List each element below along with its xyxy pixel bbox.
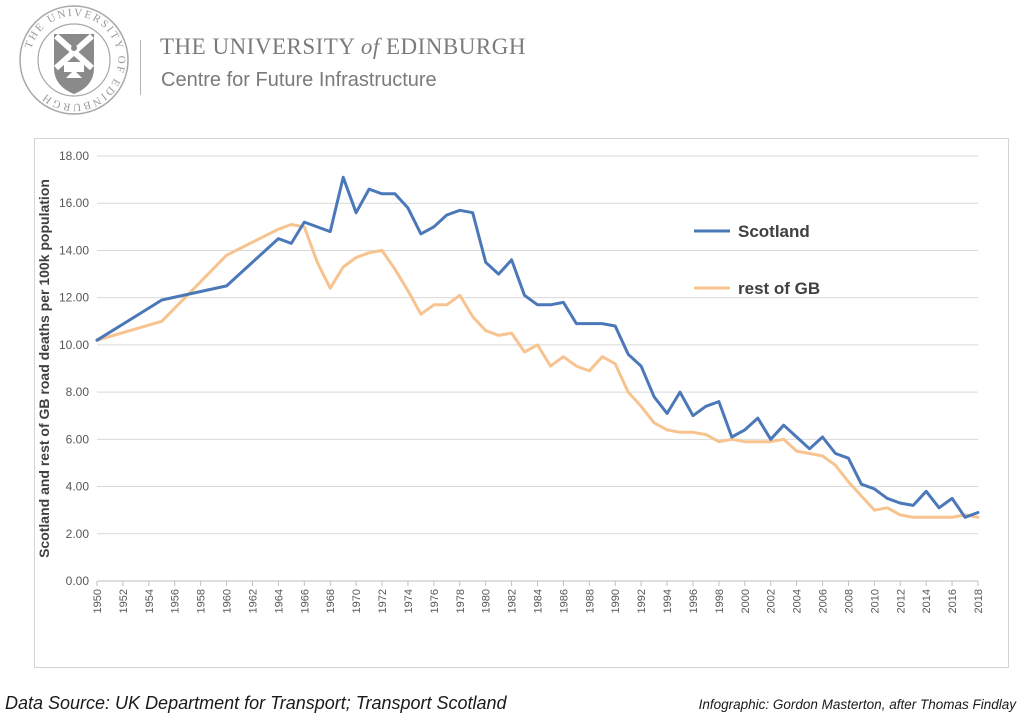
data-source-note: Data Source: UK Department for Transport… bbox=[5, 693, 507, 713]
x-tick-label: 1962 bbox=[247, 589, 259, 613]
x-tick-label: 1964 bbox=[273, 589, 285, 613]
x-tick-label: 1998 bbox=[714, 589, 726, 613]
x-tick-label: 2018 bbox=[973, 589, 985, 613]
x-tick-label: 2008 bbox=[843, 589, 855, 613]
y-tick-label: 0.00 bbox=[66, 574, 90, 588]
series-line-rest-of-gb bbox=[95, 223, 980, 519]
y-tick-label: 18.00 bbox=[59, 149, 89, 163]
series-line-scotland bbox=[95, 175, 980, 519]
x-tick-label: 1952 bbox=[118, 589, 130, 613]
x-tick-label: 1996 bbox=[688, 589, 700, 613]
university-name-prefix: THE UNIVERSITY bbox=[160, 34, 355, 59]
y-tick-label: 4.00 bbox=[66, 480, 90, 494]
y-tick-label: 14.00 bbox=[59, 243, 89, 257]
x-tick-label: 1980 bbox=[481, 589, 493, 613]
x-tick-label: 1972 bbox=[377, 589, 389, 613]
x-tick-label: 1984 bbox=[533, 589, 545, 613]
y-tick-label: 10.00 bbox=[59, 338, 89, 352]
infographic-credit: Infographic: Gordon Masterton, after Tho… bbox=[698, 697, 1016, 712]
x-tick-label: 2002 bbox=[766, 589, 778, 613]
x-tick-label: 1986 bbox=[558, 589, 570, 613]
university-name-of: of bbox=[360, 34, 380, 59]
y-tick-label: 6.00 bbox=[66, 432, 90, 446]
x-tick-label: 1958 bbox=[196, 589, 208, 613]
x-tick-label: 1960 bbox=[222, 589, 234, 613]
legend-label: rest of GB bbox=[738, 279, 820, 298]
university-seal-logo: THE UNIVERSITY OF EDINBURGH bbox=[19, 5, 129, 115]
university-name-suffix: EDINBURGH bbox=[385, 34, 526, 59]
x-tick-label: 1988 bbox=[584, 589, 596, 613]
line-chart: 0.00 2.00 4.00 6.00 8.00 10.00 12.00 14.00 16.00… bbox=[36, 149, 985, 613]
header-divider bbox=[140, 40, 141, 95]
y-tick-label: 16.00 bbox=[59, 196, 89, 210]
legend-label: Scotland bbox=[738, 222, 810, 241]
x-tick-label: 1974 bbox=[403, 589, 415, 613]
y-tick-label: 12.00 bbox=[59, 291, 89, 305]
x-tick-label: 2010 bbox=[869, 589, 881, 613]
x-tick-label: 2012 bbox=[895, 589, 907, 613]
x-tick-label: 1956 bbox=[170, 589, 182, 613]
x-tick-label: 1992 bbox=[636, 589, 648, 613]
x-tick-label: 1968 bbox=[325, 589, 337, 613]
x-tick-label: 1978 bbox=[455, 589, 467, 613]
x-tick-label: 2014 bbox=[921, 589, 933, 613]
y-axis-title: Scotland and rest of GB road deaths per … bbox=[36, 179, 52, 558]
x-tick-label: 2016 bbox=[947, 589, 959, 613]
x-tick-label: 1982 bbox=[507, 589, 519, 613]
y-tick-label: 8.00 bbox=[66, 385, 90, 399]
x-tick-label: 1970 bbox=[351, 589, 363, 613]
x-tick-label: 2006 bbox=[818, 589, 830, 613]
x-tick-label: 2004 bbox=[792, 589, 804, 613]
x-tick-label: 1994 bbox=[662, 589, 674, 613]
x-tick-label: 1966 bbox=[299, 589, 311, 613]
x-tick-label: 1990 bbox=[610, 589, 622, 613]
y-tick-label: 2.00 bbox=[66, 527, 90, 541]
centre-name: Centre for Future Infrastructure bbox=[161, 69, 437, 91]
x-tick-label: 1954 bbox=[144, 589, 156, 613]
x-tick-label: 1950 bbox=[92, 589, 104, 613]
x-tick-label: 2000 bbox=[740, 589, 752, 613]
header: THE UNIVERSITY OF EDINBURGH THE UNIVERSI… bbox=[0, 0, 1024, 130]
x-tick-label: 1976 bbox=[429, 589, 441, 613]
university-name: THE UNIVERSITY of EDINBURGH bbox=[160, 34, 526, 60]
chart-area: 0.00 2.00 4.00 6.00 8.00 10.00 12.00 14.00 16.00… bbox=[34, 138, 1009, 668]
